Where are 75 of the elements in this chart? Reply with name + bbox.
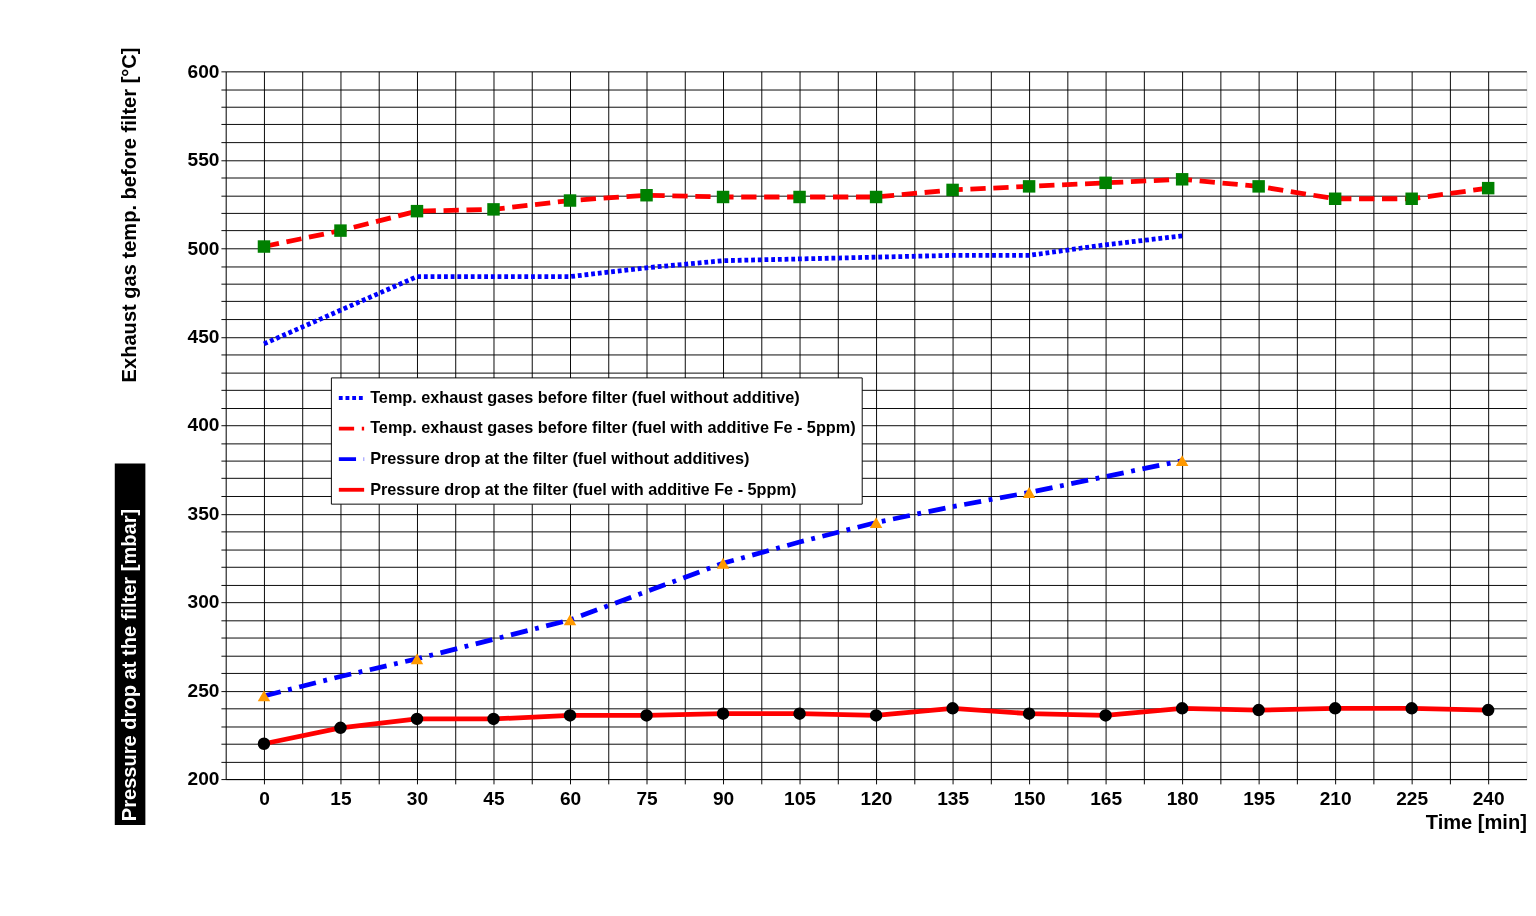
point bbox=[487, 203, 500, 216]
x-tick-label: 240 bbox=[1472, 788, 1505, 810]
point bbox=[716, 190, 730, 204]
x-tick-label: 15 bbox=[330, 788, 352, 810]
y-tick-label: 400 bbox=[187, 414, 220, 436]
point bbox=[1481, 181, 1495, 195]
y-tick-label: 250 bbox=[187, 679, 220, 701]
point bbox=[1481, 703, 1495, 717]
point bbox=[563, 194, 577, 207]
point bbox=[1252, 703, 1265, 717]
point bbox=[1328, 192, 1342, 205]
y2-axis-title: Pressure drop at the filter [mbar] bbox=[117, 508, 140, 822]
point bbox=[793, 707, 806, 720]
y-tick-label: 200 bbox=[187, 768, 220, 790]
point bbox=[716, 557, 730, 569]
point bbox=[1175, 455, 1189, 467]
point bbox=[1022, 180, 1036, 193]
y-tick-label: 600 bbox=[187, 60, 220, 82]
point bbox=[946, 702, 959, 715]
point bbox=[487, 712, 500, 726]
point bbox=[257, 737, 271, 750]
point bbox=[1405, 192, 1418, 205]
y-tick-label: 300 bbox=[187, 591, 220, 613]
x-tick-label: 105 bbox=[784, 788, 817, 810]
legend-label: Pressure drop at the filter (fuel with additive Fe - 5ppm) bbox=[370, 479, 797, 498]
point bbox=[1022, 707, 1036, 720]
y-tick-label: 450 bbox=[187, 325, 220, 347]
point bbox=[869, 709, 883, 722]
point bbox=[410, 712, 424, 726]
point bbox=[1252, 180, 1265, 193]
legend-label: Pressure drop at the filter (fuel without additives) bbox=[370, 448, 750, 467]
legend-label: Temp. exhaust gases before filter (fuel with additive Fe - 5ppm) bbox=[370, 418, 856, 437]
point bbox=[410, 204, 424, 218]
x-tick-label: 120 bbox=[860, 788, 893, 810]
point bbox=[716, 707, 730, 720]
point bbox=[1099, 176, 1112, 190]
x-tick-label: 0 bbox=[259, 788, 270, 810]
y-axis-title: Exhaust gas temp. before filter [°C] bbox=[117, 47, 140, 383]
point bbox=[563, 614, 577, 626]
x-tick-label: 195 bbox=[1243, 788, 1276, 810]
x-tick-label: 75 bbox=[636, 788, 659, 810]
x-tick-label: 30 bbox=[406, 788, 429, 810]
point bbox=[793, 190, 806, 204]
point bbox=[563, 709, 577, 722]
point bbox=[1175, 173, 1189, 186]
point bbox=[1328, 702, 1342, 715]
point bbox=[946, 183, 959, 197]
point bbox=[1099, 709, 1112, 722]
point bbox=[640, 709, 653, 722]
y-tick-label: 500 bbox=[187, 237, 220, 259]
point bbox=[1175, 702, 1189, 715]
point bbox=[410, 653, 424, 665]
y-tick-label: 350 bbox=[187, 502, 220, 524]
point bbox=[257, 240, 271, 253]
x-tick-label: 90 bbox=[712, 788, 735, 810]
point bbox=[869, 190, 883, 204]
x-tick-label: 165 bbox=[1090, 788, 1123, 810]
x-tick-label: 225 bbox=[1396, 788, 1429, 810]
x-tick-label: 60 bbox=[559, 788, 582, 810]
point bbox=[334, 721, 347, 735]
point bbox=[334, 224, 347, 237]
y-tick-label: 550 bbox=[187, 149, 220, 171]
x-tick-label: 150 bbox=[1013, 788, 1046, 810]
x-tick-label: 45 bbox=[483, 788, 505, 810]
point bbox=[1022, 487, 1036, 498]
point bbox=[640, 188, 653, 202]
x-tick-label: 210 bbox=[1319, 788, 1352, 810]
point bbox=[1405, 702, 1418, 715]
point bbox=[257, 690, 271, 702]
legend-label: Temp. exhaust gases before filter (fuel without additive) bbox=[370, 387, 800, 406]
x-axis-title: Time [min] bbox=[1425, 811, 1527, 834]
point bbox=[869, 517, 883, 528]
line-series bbox=[261, 233, 1185, 347]
x-tick-label: 180 bbox=[1166, 788, 1199, 810]
x-tick-label: 135 bbox=[937, 788, 970, 810]
